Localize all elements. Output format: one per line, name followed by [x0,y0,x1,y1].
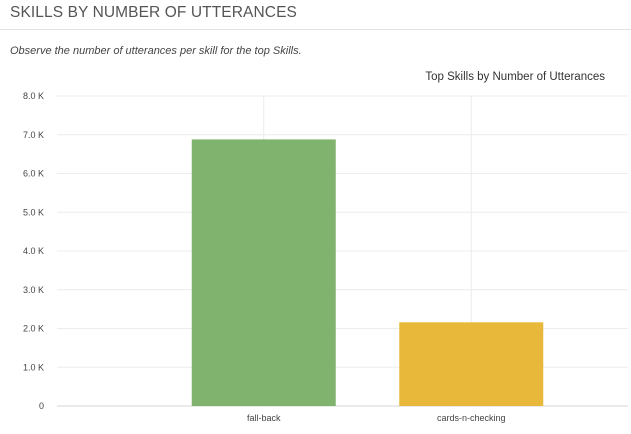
y-tick-label: 3.0 K [23,285,44,295]
chart-title: Top Skills by Number of Utterances [425,71,605,83]
panel-description: Observe the number of utterances per ski… [10,45,302,57]
y-tick-label: 7.0 K [23,130,44,140]
y-tick-label: 1.0 K [23,362,44,372]
grid-layer [57,95,628,407]
x-tick-label: fall-back [247,413,281,423]
label-layer: 0 1.0 K 2.0 K 3.0 K 4.0 K 5.0 K 6.0 K 7.0 K 8.0 … [23,91,506,423]
y-tick-label: 6.0 K [23,169,44,179]
panel-header: SKILLS BY NUMBER OF UTTERANCES [0,0,631,30]
y-tick-label: 2.0 K [23,324,44,334]
bar-cards-n-checking[interactable] [399,322,544,406]
y-tick-label: 0 [39,401,44,411]
y-tick-label: 5.0 K [23,207,44,217]
bar-layer [191,139,544,406]
bar-fall-back[interactable] [191,139,336,406]
x-tick-label: cards-n-checking [437,413,506,423]
panel-title: SKILLS BY NUMBER OF UTTERANCES [10,4,297,21]
y-tick-label: 8.0 K [23,91,44,101]
y-tick-label: 4.0 K [23,246,44,256]
